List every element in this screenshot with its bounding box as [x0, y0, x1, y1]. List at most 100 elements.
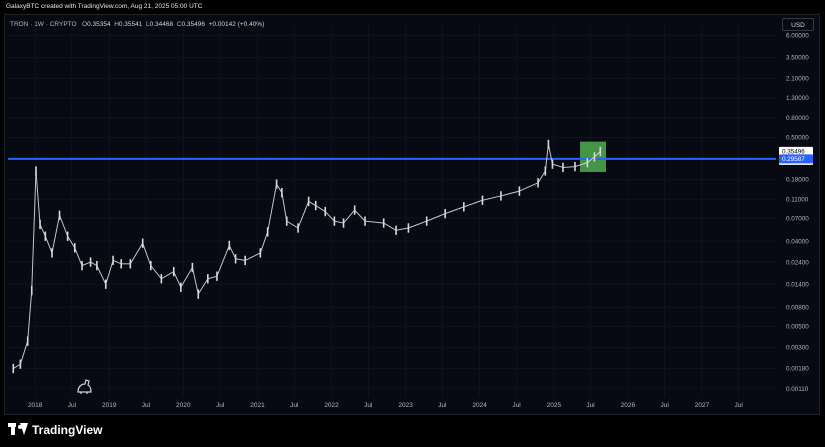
x-tick-label: Jul: [660, 402, 669, 409]
price-segment: [39, 224, 46, 237]
price-segment: [44, 236, 53, 254]
price-segment: [408, 220, 427, 229]
y-tick-label: 3.50000: [786, 55, 809, 62]
symbol-name: TRON · 1W · CRYPTO: [10, 21, 77, 28]
price-point: [81, 260, 83, 271]
footer: TradingView: [0, 415, 825, 447]
y-tick-label: 0.11000: [786, 197, 809, 204]
x-tick-label: 2020: [176, 402, 191, 409]
x-tick-label: Jul: [216, 402, 225, 409]
price-point: [518, 186, 521, 196]
price-segment: [35, 170, 41, 225]
price-segment: [383, 222, 397, 231]
price-segment: [105, 260, 114, 285]
price-point: [259, 248, 262, 258]
price-segment: [259, 231, 269, 254]
price-point: [599, 146, 602, 157]
highlight-box: [580, 141, 607, 172]
support-price-tag: 0.29587: [779, 154, 813, 164]
y-tick-label: 0.01400: [786, 281, 809, 288]
price-segment: [228, 245, 237, 259]
grid-layer: [8, 26, 776, 397]
x-tick-label: 2023: [398, 402, 413, 409]
price-series-layer: [12, 139, 602, 374]
price-point: [463, 202, 465, 212]
price-segment: [594, 151, 601, 158]
price-segment: [315, 205, 326, 213]
price-axis: 6.00000 3.50000 2.10000 1.30000 0.80000 0.500…: [786, 32, 809, 393]
close-value: 0.35496: [181, 21, 205, 28]
price-segment: [216, 245, 230, 277]
chart-frame: [4, 14, 820, 415]
price-segment: [463, 199, 483, 208]
chart-attribution: GalaxyBTC created with TradingView.com, …: [0, 0, 825, 14]
tradingview-logo[interactable]: TradingView: [8, 423, 102, 437]
price-segment: [286, 220, 299, 229]
x-tick-label: Jul: [142, 402, 151, 409]
x-tick-label: Jul: [512, 402, 521, 409]
price-segment: [587, 156, 595, 163]
price-segment: [482, 195, 502, 201]
high-value: 0.35541: [118, 21, 143, 28]
price-segment: [308, 200, 316, 206]
y-tick-label: 6.00000: [786, 32, 809, 39]
brand-name: TradingView: [32, 423, 103, 437]
price-point: [275, 179, 278, 189]
price-point: [297, 223, 299, 233]
y-tick-label: 0.00800: [786, 304, 809, 311]
open-value: 0.35354: [87, 21, 111, 28]
tradingview-logo-icon: [8, 423, 28, 437]
x-tick-label: Jul: [438, 402, 447, 409]
price-segment: [191, 267, 199, 295]
price-segment: [96, 265, 107, 285]
price-segment: [112, 259, 122, 265]
price-segment: [574, 162, 588, 168]
price-segment: [324, 211, 335, 222]
price-tag-label: 0.35496: [782, 148, 805, 155]
price-segment: [444, 206, 464, 215]
y-tick-label: 0.00180: [786, 366, 809, 373]
time-axis: 2018 Jul 2019 Jul 2020 Jul 2021 Jul 2022 Jul 2023 J…: [28, 402, 743, 409]
price-segment: [173, 271, 182, 288]
price-point: [104, 279, 107, 289]
price-segment: [180, 267, 193, 288]
x-tick-label: 2021: [250, 402, 265, 409]
price-point: [44, 231, 47, 241]
x-tick-label: Jul: [586, 402, 595, 409]
price-chart[interactable]: 6.00000 3.50000 2.10000 1.30000 0.80000 0.500…: [0, 0, 825, 415]
symbol-legend: TRON · 1W · CRYPTO O0.35354 H0.35541 L0.…: [10, 21, 264, 28]
currency-button[interactable]: USD: [782, 18, 814, 31]
price-point: [228, 240, 231, 251]
price-segment: [276, 183, 283, 193]
price-segment: [81, 261, 91, 267]
x-tick-label: Jul: [364, 402, 373, 409]
price-segment: [500, 190, 520, 197]
price-segment: [74, 247, 83, 266]
price-point: [324, 206, 327, 217]
y-tick-label: 0.00500: [786, 324, 809, 331]
price-segment: [142, 243, 152, 266]
x-tick-label: 2027: [695, 402, 710, 409]
price-segment: [27, 290, 33, 342]
y-tick-label: 0.50000: [786, 134, 809, 141]
price-segment: [562, 166, 576, 168]
price-segment: [244, 252, 261, 261]
price-segment: [343, 209, 356, 224]
price-segment: [267, 184, 278, 233]
y-tick-label: 1.30000: [786, 95, 809, 102]
price-segment: [90, 261, 98, 267]
y-tick-label: 0.02400: [786, 259, 809, 266]
y-tick-label: 0.18000: [786, 176, 809, 183]
price-tag-bg: [779, 154, 813, 164]
price-segment: [297, 201, 310, 229]
x-tick-label: 2019: [102, 402, 117, 409]
price-segment: [354, 209, 366, 222]
price-segment: [364, 220, 384, 224]
price-point: [66, 231, 69, 241]
price-point: [51, 248, 53, 258]
price-segment: [67, 235, 76, 249]
x-tick-label: 2018: [28, 402, 43, 409]
dino-icon: [77, 379, 92, 394]
price-segment: [395, 227, 409, 231]
x-tick-label: Jul: [290, 402, 299, 409]
